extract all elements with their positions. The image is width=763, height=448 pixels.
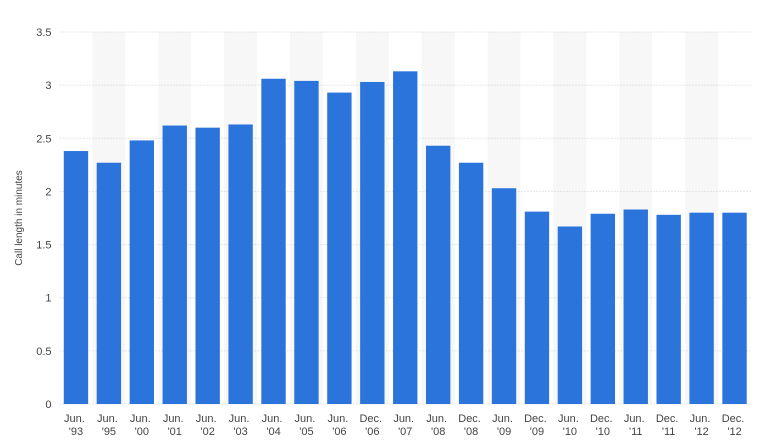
bar bbox=[623, 209, 648, 404]
bar bbox=[393, 71, 418, 404]
bar bbox=[228, 124, 253, 405]
x-tick-label: Dec. '12 bbox=[722, 413, 748, 438]
x-tick-label: Dec. '06 bbox=[359, 413, 385, 438]
bar bbox=[162, 125, 187, 404]
bar bbox=[129, 140, 155, 404]
bar bbox=[524, 211, 550, 404]
x-tick-label: Jun. '00 bbox=[130, 413, 154, 438]
x-tick-label: Jun. '08 bbox=[426, 413, 450, 438]
x-tick-label: Jun. '04 bbox=[262, 413, 286, 438]
x-tick-label: Jun. '95 bbox=[97, 413, 121, 438]
y-tick-label: 1 bbox=[45, 293, 51, 305]
x-tick-label: Jun. '02 bbox=[196, 413, 220, 438]
x-tick-label: Jun. '93 bbox=[64, 413, 88, 438]
x-tick-label: Jun. '01 bbox=[163, 413, 187, 438]
x-tick-label: Jun. '11 bbox=[624, 413, 648, 438]
bar bbox=[590, 213, 616, 404]
y-tick-label: 0 bbox=[45, 399, 51, 411]
y-tick-label: 1.5 bbox=[36, 240, 51, 252]
x-tick-label: Jun. '05 bbox=[295, 413, 319, 438]
x-tick-label: Jun. '03 bbox=[229, 413, 253, 438]
bar bbox=[294, 80, 319, 405]
x-tick-label: Dec. '08 bbox=[458, 413, 484, 438]
bar bbox=[689, 212, 714, 404]
y-tick-label: 3.5 bbox=[36, 27, 51, 39]
x-tick-label: Dec. '09 bbox=[524, 413, 550, 438]
y-tick-label: 2.5 bbox=[36, 133, 51, 145]
x-tick-label: Jun. '09 bbox=[492, 413, 516, 438]
bar bbox=[656, 214, 681, 404]
x-tick-label: Dec. '11 bbox=[656, 413, 682, 438]
y-tick-label: 3 bbox=[45, 80, 51, 92]
bar bbox=[557, 226, 583, 404]
bar bbox=[458, 162, 484, 404]
bar bbox=[360, 81, 385, 404]
bar bbox=[722, 212, 747, 404]
x-tick-label: Jun. '12 bbox=[690, 413, 714, 438]
bar bbox=[327, 92, 352, 404]
x-tick-label: Dec. '10 bbox=[590, 413, 616, 438]
bar bbox=[261, 78, 286, 404]
x-tick-label: Jun. '06 bbox=[327, 413, 351, 438]
y-tick-label: 0.5 bbox=[36, 346, 51, 358]
bar bbox=[63, 151, 89, 404]
x-tick-label: Jun. '10 bbox=[558, 413, 582, 438]
bar bbox=[195, 127, 220, 405]
bar bbox=[491, 188, 517, 404]
x-tick-label: Jun. '07 bbox=[393, 413, 417, 438]
bar bbox=[425, 145, 451, 404]
y-axis-label: Call length in minutes bbox=[14, 170, 25, 266]
bar bbox=[96, 162, 122, 404]
y-tick-label: 2 bbox=[45, 186, 51, 198]
